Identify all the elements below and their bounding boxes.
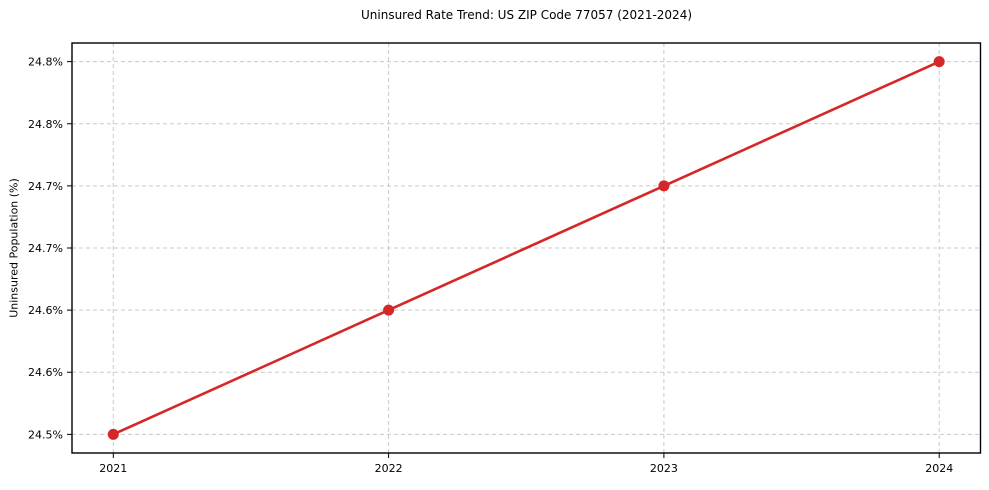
data-point-marker bbox=[107, 428, 119, 440]
x-tick-label: 2023 bbox=[650, 462, 678, 475]
chart-title: Uninsured Rate Trend: US ZIP Code 77057 … bbox=[360, 8, 693, 22]
y-tick-label: 24.8% bbox=[28, 118, 63, 131]
y-tick-label: 24.6% bbox=[28, 366, 63, 379]
y-tick-label: 24.5% bbox=[28, 428, 63, 441]
x-tick-label: 2024 bbox=[925, 462, 953, 475]
plot-frame bbox=[71, 42, 982, 454]
y-tick-label: 24.7% bbox=[28, 242, 63, 255]
x-tick-label: 2021 bbox=[99, 462, 127, 475]
x-tick-label: 2022 bbox=[375, 462, 403, 475]
data-point-marker bbox=[658, 180, 670, 192]
trend-line bbox=[111, 60, 941, 436]
data-point-marker bbox=[383, 304, 395, 316]
y-tick-label: 24.6% bbox=[28, 304, 63, 317]
y-tick-label: 24.8% bbox=[28, 56, 63, 69]
data-point-marker bbox=[933, 56, 945, 68]
y-tick-label: 24.7% bbox=[28, 180, 63, 193]
